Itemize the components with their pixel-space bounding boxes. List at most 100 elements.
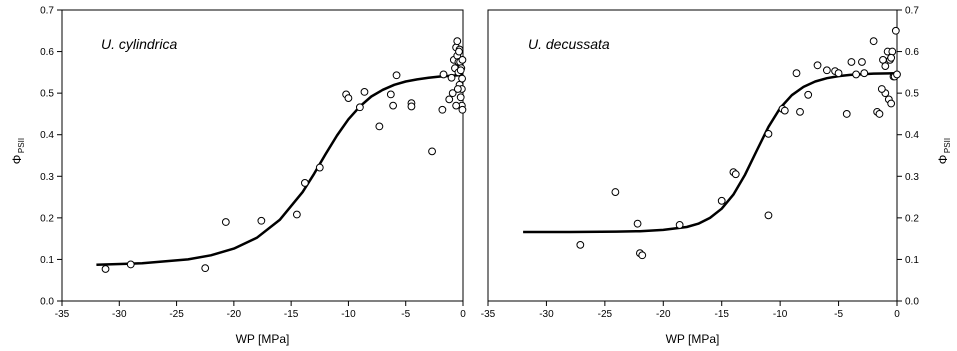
data-point xyxy=(834,69,843,78)
panel-title: U. decussata xyxy=(528,36,610,52)
y-axis-title-subscript: PSII xyxy=(943,138,952,153)
data-point xyxy=(881,62,890,71)
x-tick-label: -25 xyxy=(598,309,613,320)
plot-frame xyxy=(487,9,898,302)
y-tick-label: 0.1 xyxy=(40,255,54,266)
data-point xyxy=(300,179,309,187)
data-point xyxy=(796,107,804,116)
chart-panel-decussata: -35 -30 -25 -20 -15 -10 -5 0 0.0 0.1 0.2 0.3 0.4 0.5 0… xyxy=(481,6,952,347)
y-tick-label: 0.0 xyxy=(40,297,54,308)
data-point xyxy=(360,87,369,96)
y-tick-label: 0.3 xyxy=(40,172,54,183)
x-tick-label: 0 xyxy=(460,309,466,320)
x-tick-label: 0 xyxy=(894,309,900,320)
data-point xyxy=(893,70,901,79)
panel-title: U. cylindrica xyxy=(101,36,177,52)
x-tick-label: -5 xyxy=(834,309,843,320)
y-tick-label: 0.5 xyxy=(40,89,54,100)
data-point xyxy=(675,221,684,229)
data-point xyxy=(428,147,436,156)
data-point xyxy=(126,260,135,269)
x-tick-label: -20 xyxy=(656,309,671,320)
data-point xyxy=(731,170,740,179)
data-point xyxy=(458,74,466,83)
data-point xyxy=(458,105,467,114)
data-point xyxy=(792,69,801,78)
data-point xyxy=(201,264,210,273)
data-point xyxy=(842,110,851,118)
data-point xyxy=(638,251,647,260)
data-point xyxy=(780,106,789,115)
data-point xyxy=(389,101,398,110)
data-point xyxy=(611,188,620,196)
data-point xyxy=(813,61,822,70)
y-tick-label: 0.1 xyxy=(905,255,919,266)
data-point xyxy=(822,66,831,75)
data-point xyxy=(764,211,773,220)
plot-frame xyxy=(61,9,464,302)
x-tick-label: -35 xyxy=(55,309,70,320)
x-axis-title: WP [MPa] xyxy=(666,332,720,346)
data-point xyxy=(221,218,230,226)
data-point xyxy=(315,163,324,172)
fit-curve xyxy=(96,73,464,267)
data-point xyxy=(448,89,457,98)
y-axis-title: Φ PSII xyxy=(10,138,26,164)
y-axis-title-symbol: Φ xyxy=(10,155,24,165)
data-point xyxy=(875,110,884,118)
chart-panel-cylindrica: -35 -30 -25 -20 -15 -10 -5 0 0.0 0.1 0.2 0.3 0.4 0.5 0… xyxy=(10,6,467,346)
data-point xyxy=(101,265,110,273)
x-tick-label: -20 xyxy=(227,309,242,320)
data-point xyxy=(438,105,447,114)
data-point xyxy=(456,93,465,102)
data-point xyxy=(764,129,773,138)
y-tick-label: 0.2 xyxy=(905,213,919,224)
y-axis-title-subscript: PSII xyxy=(17,138,26,153)
data-point xyxy=(456,66,465,75)
data-point xyxy=(891,26,900,35)
x-tick-label: -10 xyxy=(341,309,356,320)
y-tick-label: 0.5 xyxy=(905,89,919,100)
data-point xyxy=(877,85,886,93)
data-point xyxy=(375,122,384,131)
data-point xyxy=(887,99,896,108)
x-tick-label: -30 xyxy=(112,309,127,320)
y-axis-title: Φ PSII xyxy=(936,138,952,164)
y-tick-label: 0.6 xyxy=(40,47,54,58)
y-tick-label: 0.0 xyxy=(905,297,919,308)
data-point xyxy=(344,94,353,103)
x-tick-label: -30 xyxy=(539,309,554,320)
data-point xyxy=(386,90,395,99)
y-tick-label: 0.4 xyxy=(905,130,919,141)
data-point xyxy=(888,47,897,56)
data-point xyxy=(257,216,266,225)
data-point xyxy=(804,90,813,99)
data-point xyxy=(860,69,869,78)
data-point xyxy=(452,101,461,110)
data-point xyxy=(458,55,467,64)
data-point xyxy=(852,70,860,79)
x-tick-label: -5 xyxy=(401,309,410,320)
data-point xyxy=(847,58,856,66)
data-point xyxy=(453,37,462,46)
data-point xyxy=(355,103,364,112)
x-tick-label: -10 xyxy=(773,309,788,320)
data-point xyxy=(869,37,878,46)
y-tick-label: 0.4 xyxy=(40,130,54,141)
data-point xyxy=(455,47,463,56)
data-point xyxy=(407,102,416,111)
y-tick-label: 0.3 xyxy=(905,172,919,183)
y-tick-label: 0.6 xyxy=(905,47,919,58)
fit-curve xyxy=(523,71,898,234)
x-tick-label: -35 xyxy=(481,309,496,320)
data-point xyxy=(576,240,585,249)
data-point xyxy=(887,53,896,62)
data-point xyxy=(447,73,456,82)
data-point xyxy=(633,219,642,228)
y-axis-title-symbol: Φ xyxy=(936,155,950,165)
data-point xyxy=(445,95,454,104)
data-point xyxy=(858,58,866,66)
data-point xyxy=(292,210,301,219)
x-axis-title: WP [MPa] xyxy=(236,332,290,346)
